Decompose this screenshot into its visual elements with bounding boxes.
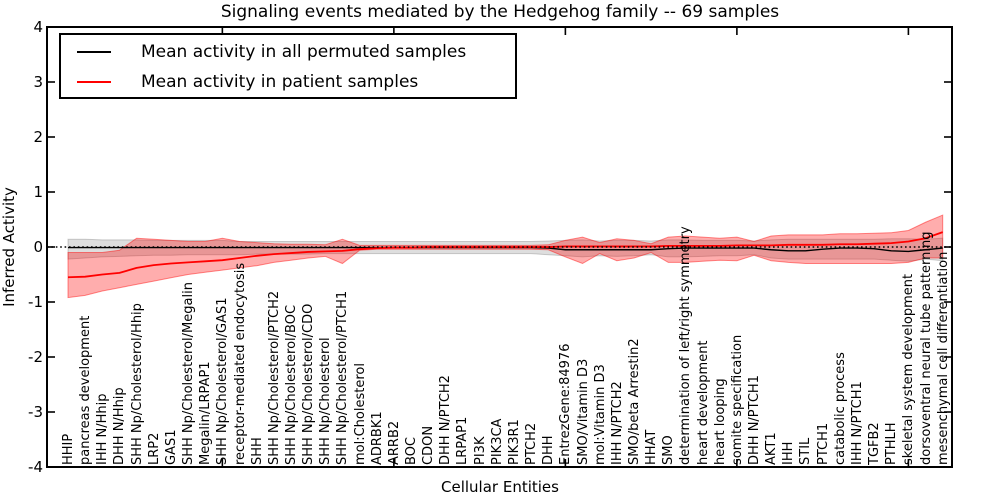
y-tick-label: 4: [33, 18, 43, 36]
x-tick-label: SMO/beta Arrestin2: [626, 338, 642, 465]
x-tick-label: DHH: [541, 435, 557, 465]
y-tick-label: 2: [33, 128, 43, 146]
x-tick-label: IHH N/PTCH2: [609, 381, 625, 465]
x-tick-label: SHH Np/Cholesterol/BOC: [283, 304, 299, 465]
x-tick-label: IHH N/PTCH1: [849, 381, 865, 465]
x-tick-label: heart development: [695, 340, 711, 465]
x-tick-label: DHH N/PTCH1: [747, 375, 763, 465]
x-tick-label: DHH N/PTCH2: [438, 375, 454, 465]
x-tick-label: SHH Np/Cholesterol/PTCH2: [266, 290, 282, 465]
y-tick-label: -3: [28, 403, 43, 421]
legend-label-permuted: Mean activity in all permuted samples: [141, 42, 467, 62]
x-tick-label: PTHLH: [884, 422, 900, 465]
x-tick-label: dorsoventral neural tube patterning: [918, 231, 934, 465]
x-tick-label: BOC: [404, 437, 420, 465]
x-tick-label: Megalin/LRPAP1: [198, 361, 214, 465]
x-tick-label: EntrezGene:84976: [558, 343, 574, 465]
x-tick-label: HHAT: [644, 429, 660, 465]
x-tick-label: SHH Np/Cholesterol/Hhip: [129, 303, 145, 465]
x-tick-label: receptor-mediated endocytosis: [232, 262, 248, 465]
x-tick-label: heart looping: [712, 378, 728, 465]
legend-label-patient: Mean activity in patient samples: [141, 72, 419, 92]
permuted-range-band: [67, 237, 944, 262]
x-tick-label: AKT1: [764, 432, 780, 465]
y-tick-label: 1: [33, 183, 43, 201]
x-tick-label: SHH Np/Cholesterol/GAS1: [215, 297, 231, 465]
y-tick-label: -4: [28, 458, 43, 476]
legend-line-sample-patient: [77, 81, 111, 83]
x-tick-label: CDON: [421, 425, 437, 465]
x-tick-label: PI3K: [472, 436, 488, 465]
patient-range-band: [67, 214, 944, 299]
chart-title: Signaling events mediated by the Hedgeho…: [220, 2, 780, 22]
legend-entry-patient: Mean activity in patient samples: [61, 67, 515, 97]
y-tick-label: 0: [33, 238, 43, 256]
x-tick-label: LRP2: [146, 432, 162, 465]
legend: Mean activity in all permuted samples Me…: [59, 33, 517, 99]
x-tick-label: ARRB2: [386, 420, 402, 465]
x-tick-label: SHH: [249, 437, 265, 465]
y-tick-label: 3: [33, 73, 43, 91]
x-tick-label: determination of left/right symmetry: [678, 226, 694, 465]
x-tick-label: IHH: [781, 441, 797, 465]
legend-entry-permuted: Mean activity in all permuted samples: [61, 37, 515, 67]
x-tick-label: IHH N/Hhip: [95, 393, 111, 466]
x-tick-label: HHIP: [61, 433, 76, 465]
x-tick-label: ADRBK1: [369, 411, 385, 465]
x-tick-label: SMO/Vitamin D3: [575, 358, 591, 465]
x-tick-label: SHH Np/Cholesterol: [318, 337, 334, 465]
x-tick-label: SHH Np/Cholesterol/PTCH1: [335, 290, 351, 465]
x-tick-label: mol:Cholesterol: [352, 363, 368, 465]
x-tick-label: mesenchymal cell differentiation: [935, 251, 951, 465]
x-tick-label: DHH N/Hhip: [112, 387, 128, 465]
x-tick-label: PIK3R1: [506, 419, 522, 465]
x-tick-label: skeletal system development: [901, 273, 917, 465]
x-tick-label: PTCH1: [815, 422, 831, 465]
x-tick-label: SMO: [661, 435, 677, 465]
x-tick-label: SHH Np/Cholesterol/CDO: [301, 303, 317, 465]
x-tick-label: SHH Np/Cholesterol/Megalin: [181, 282, 197, 465]
y-tick-label: -1: [28, 293, 43, 311]
x-tick-label: GAS1: [163, 429, 179, 466]
x-tick-label: PIK3CA: [489, 418, 505, 465]
x-tick-label: catabolic process: [832, 352, 848, 465]
x-tick-label: STIL: [798, 437, 814, 465]
x-tick-label: mol:Vitamin D3: [592, 364, 608, 465]
legend-line-sample-permuted: [77, 51, 111, 53]
x-axis-label: Cellular Entities: [441, 478, 559, 496]
x-tick-label: somite specification: [729, 334, 745, 465]
x-tick-label: pancreas development: [78, 315, 94, 465]
x-tick-label: PTCH2: [524, 422, 540, 465]
x-tick-label: LRPAP1: [455, 416, 471, 465]
y-tick-label: -2: [28, 348, 43, 366]
x-tick-label: TGFB2: [867, 422, 883, 465]
